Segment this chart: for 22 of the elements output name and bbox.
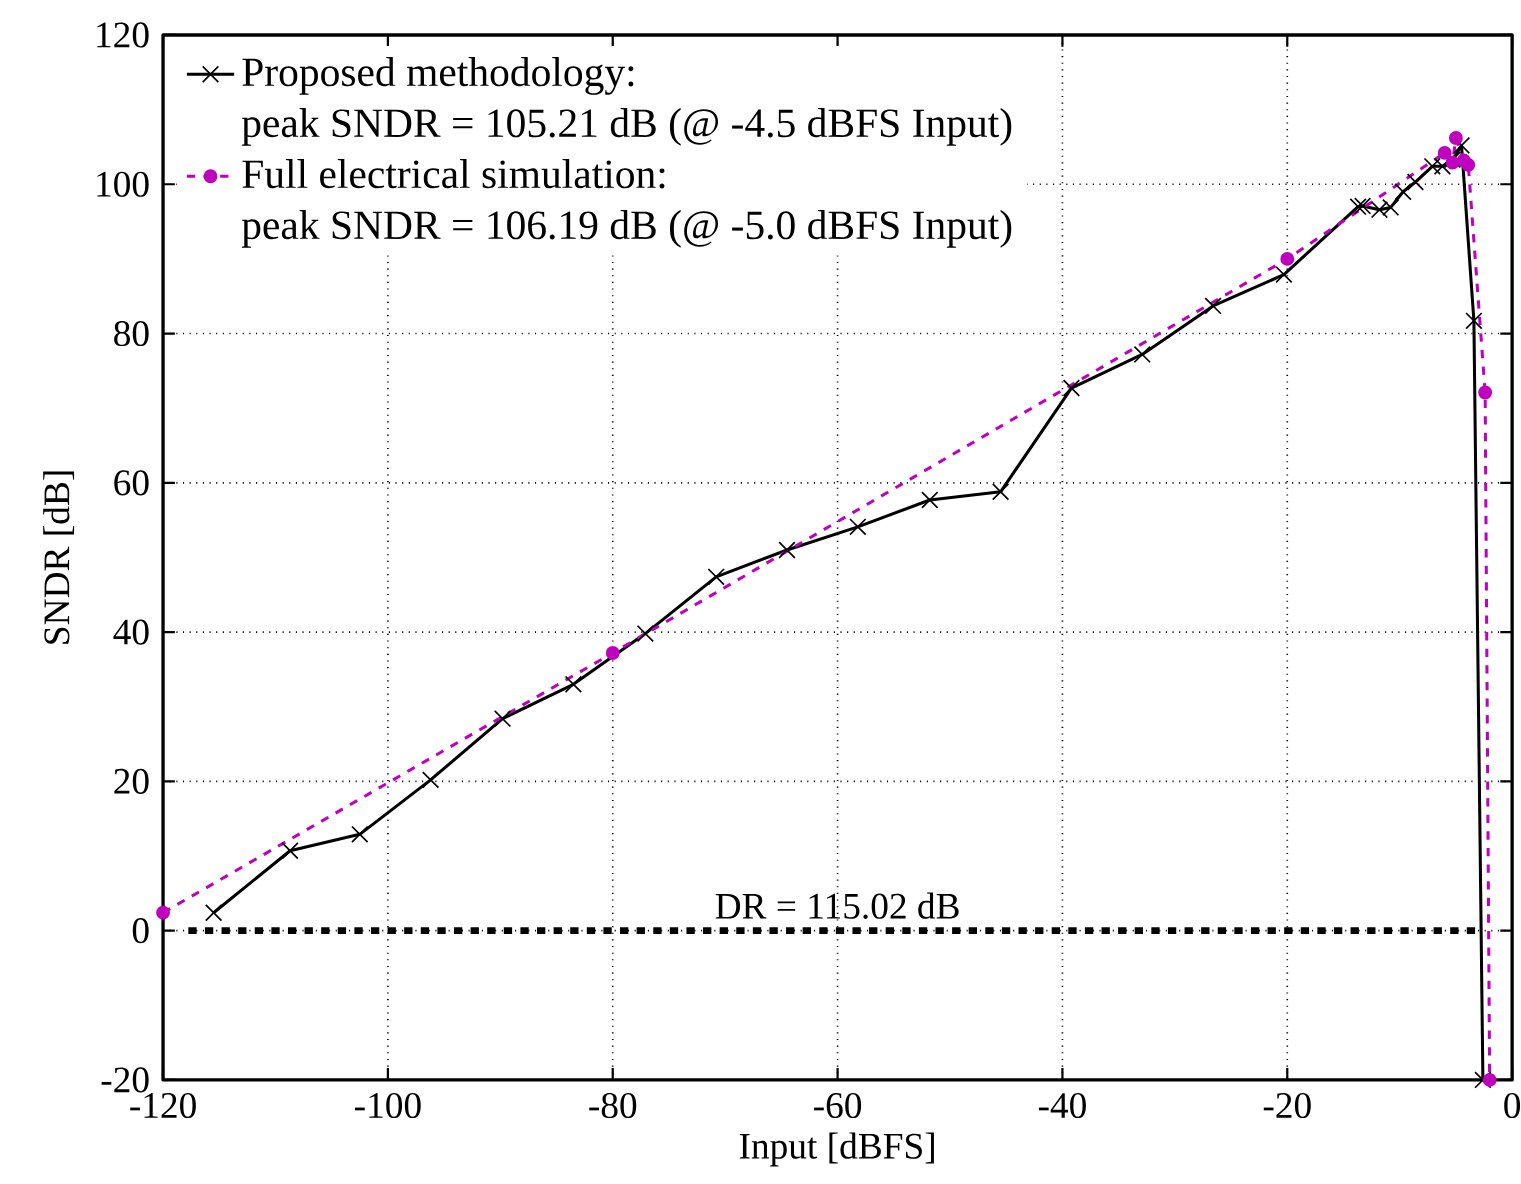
y-tick-label: 100: [97, 171, 149, 197]
annotation: peak SNDR = 105.21 dB (@ -4.5 dBFS Input): [241, 108, 1012, 146]
y-tick-label: 60: [114, 470, 149, 496]
legend-label: Full electrical simulation:: [242, 159, 665, 189]
y-tick-label: -20: [101, 1067, 149, 1093]
x-tick-label: -40: [1038, 1092, 1086, 1119]
y-axis-title: SNDR [dB]: [43, 471, 75, 644]
x-tick-label: -120: [130, 1092, 196, 1119]
x-tick-label: 0: [1504, 1092, 1521, 1119]
y-tick-label: 40: [113, 619, 149, 645]
legend-label: Proposed methodology:: [242, 57, 634, 95]
y-tick-label: 120: [97, 22, 149, 48]
annotation: DR = 115.02 dB: [715, 892, 959, 920]
x-tick-label: -60: [814, 1092, 862, 1119]
annotation: peak SNDR = 106.19 dB (@ -5.0 dBFS Input): [241, 210, 1012, 248]
y-tick-label: 0: [132, 918, 149, 944]
y-tick-label: 20: [114, 768, 149, 795]
x-tick-label: -20: [1263, 1092, 1311, 1119]
x-tick-label: -100: [355, 1092, 421, 1119]
x-tick-label: -80: [589, 1092, 637, 1119]
y-tick-label: 80: [114, 321, 149, 347]
x-axis-title: Input [dBFS]: [739, 1132, 934, 1167]
